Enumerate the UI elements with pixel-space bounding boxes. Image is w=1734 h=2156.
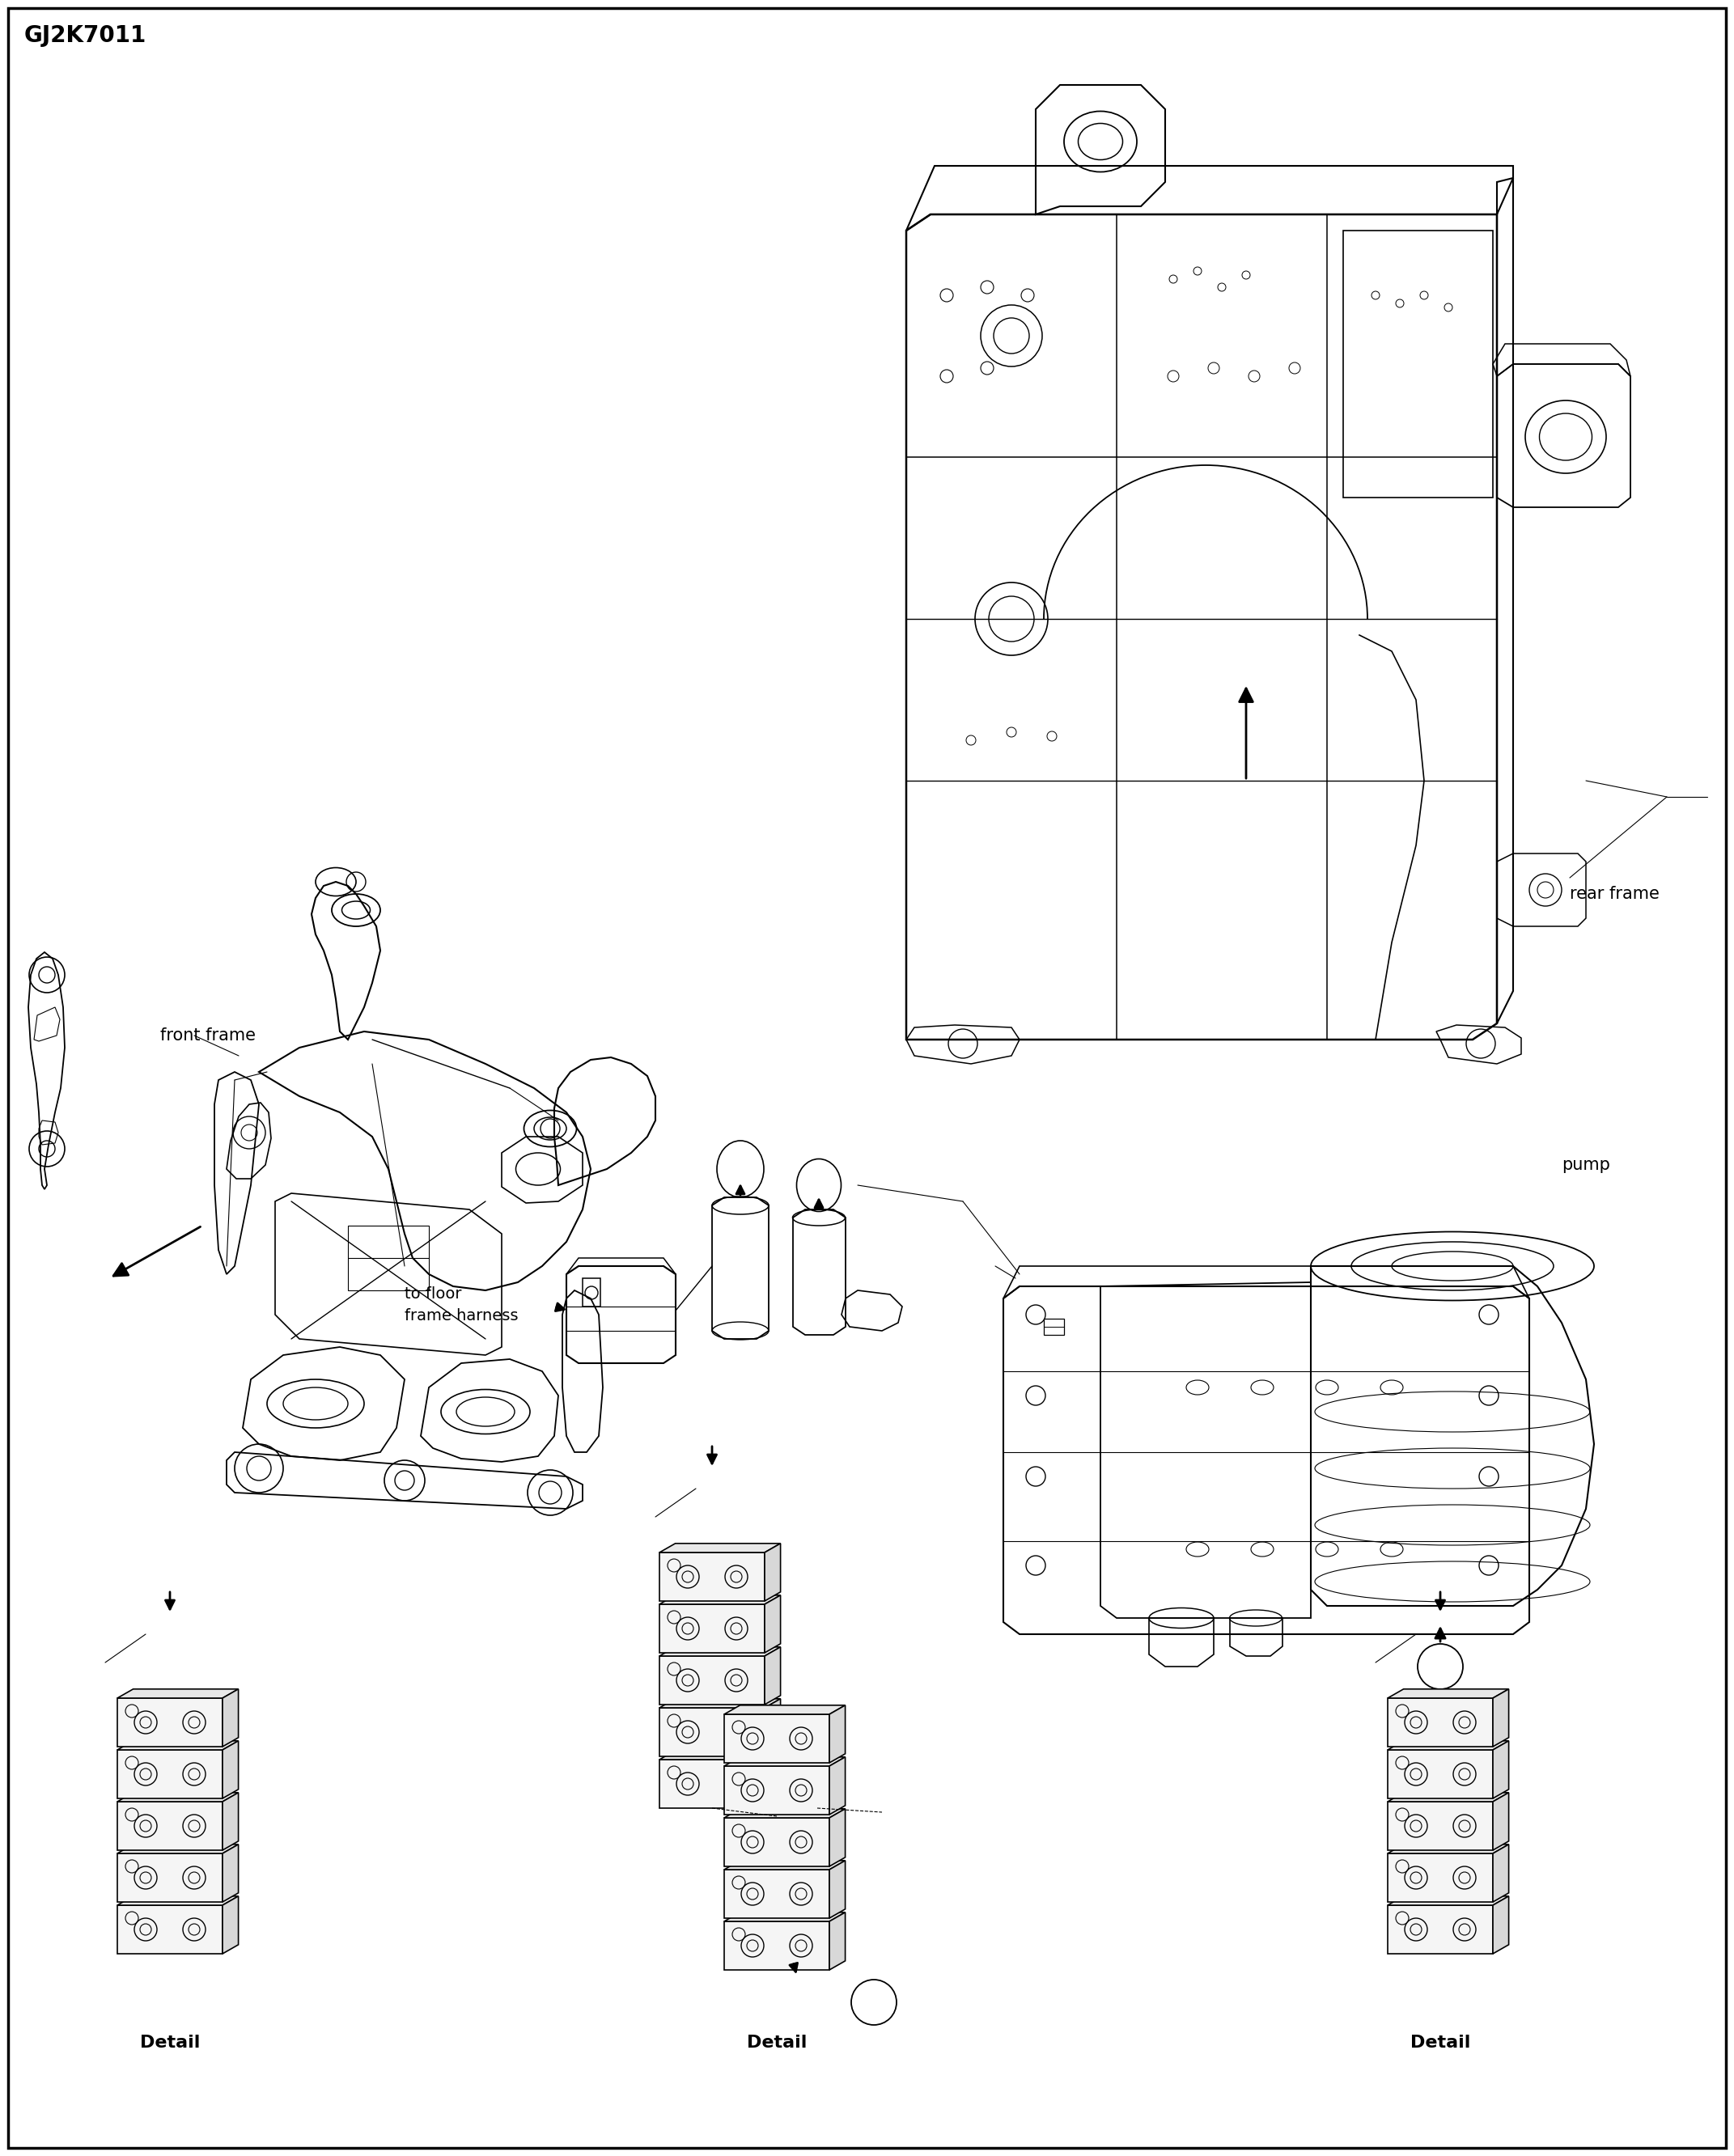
Text: Detail: Detail	[1410, 2035, 1470, 2050]
Polygon shape	[118, 1751, 222, 1798]
Text: Detail: Detail	[747, 2035, 806, 2050]
Polygon shape	[725, 1921, 829, 1971]
Polygon shape	[829, 1861, 844, 1919]
Polygon shape	[222, 1792, 238, 1850]
Polygon shape	[765, 1595, 780, 1654]
Polygon shape	[222, 1895, 238, 1953]
Polygon shape	[1387, 1699, 1493, 1746]
Polygon shape	[765, 1544, 780, 1602]
Polygon shape	[1387, 1802, 1493, 1850]
Polygon shape	[829, 1705, 844, 1764]
Polygon shape	[725, 1714, 829, 1764]
Polygon shape	[725, 1912, 844, 1921]
Polygon shape	[725, 1705, 844, 1714]
Polygon shape	[222, 1843, 238, 1902]
Polygon shape	[659, 1552, 765, 1602]
Polygon shape	[1493, 1792, 1509, 1850]
Bar	[349, 1225, 428, 1289]
Polygon shape	[829, 1757, 844, 1815]
Polygon shape	[118, 1699, 222, 1746]
Polygon shape	[659, 1759, 765, 1809]
Polygon shape	[659, 1656, 765, 1705]
Polygon shape	[725, 1757, 844, 1766]
Polygon shape	[1387, 1895, 1509, 1906]
Polygon shape	[725, 1861, 844, 1869]
Polygon shape	[118, 1854, 222, 1902]
Text: to floor
frame harness: to floor frame harness	[404, 1287, 518, 1324]
Polygon shape	[1387, 1843, 1509, 1854]
Polygon shape	[725, 1818, 829, 1867]
Polygon shape	[765, 1699, 780, 1757]
Polygon shape	[829, 1912, 844, 1971]
Text: rear frame: rear frame	[1569, 886, 1659, 901]
Polygon shape	[659, 1699, 780, 1708]
Polygon shape	[1493, 1895, 1509, 1953]
Polygon shape	[222, 1740, 238, 1798]
Polygon shape	[765, 1751, 780, 1809]
Polygon shape	[1387, 1688, 1509, 1699]
Polygon shape	[118, 1906, 222, 1953]
Polygon shape	[659, 1647, 780, 1656]
Polygon shape	[118, 1895, 238, 1906]
Polygon shape	[1387, 1740, 1509, 1751]
Polygon shape	[659, 1604, 765, 1654]
Polygon shape	[1493, 1740, 1509, 1798]
Polygon shape	[1493, 1843, 1509, 1902]
Polygon shape	[659, 1595, 780, 1604]
Polygon shape	[1387, 1854, 1493, 1902]
Polygon shape	[222, 1688, 238, 1746]
Bar	[583, 1279, 600, 1307]
Polygon shape	[725, 1809, 844, 1818]
Polygon shape	[118, 1792, 238, 1802]
Polygon shape	[659, 1544, 780, 1552]
Polygon shape	[765, 1647, 780, 1705]
Text: front frame: front frame	[160, 1028, 255, 1044]
Polygon shape	[1493, 1688, 1509, 1746]
Polygon shape	[1387, 1792, 1509, 1802]
Polygon shape	[725, 1869, 829, 1919]
Polygon shape	[118, 1843, 238, 1854]
Polygon shape	[1387, 1906, 1493, 1953]
Polygon shape	[659, 1751, 780, 1759]
Polygon shape	[725, 1766, 829, 1815]
Bar	[1044, 1319, 1065, 1335]
Text: GJ2K7011: GJ2K7011	[24, 24, 147, 47]
Polygon shape	[829, 1809, 844, 1867]
Polygon shape	[659, 1708, 765, 1757]
Polygon shape	[118, 1802, 222, 1850]
Polygon shape	[118, 1740, 238, 1751]
Text: Detail: Detail	[140, 2035, 199, 2050]
Polygon shape	[1387, 1751, 1493, 1798]
Text: pump: pump	[1562, 1158, 1611, 1173]
Polygon shape	[118, 1688, 238, 1699]
